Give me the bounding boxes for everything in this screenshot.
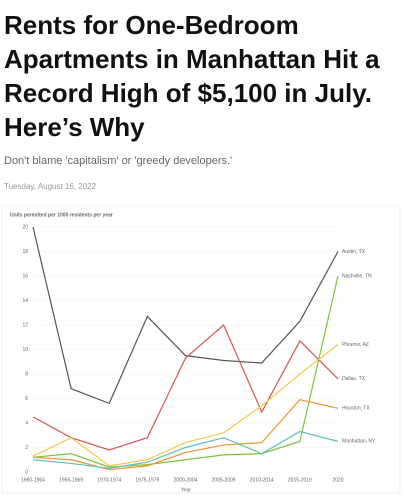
series-label: Nashville, TN (342, 273, 372, 279)
series-line (32, 344, 339, 467)
chart: Units permitted per 1000 residents per y… (1, 205, 401, 494)
series-label: Manhattan, NY (342, 439, 376, 445)
y-tick-label: 14 (22, 298, 28, 304)
article-subtitle: Don't blame 'capitalism' or 'greedy deve… (4, 155, 233, 167)
series-label: Austin, TX (342, 249, 366, 255)
x-tick-label: 1960-1964 (21, 477, 45, 483)
article-title: Rents for One-Bedroom Apartments in Manh… (4, 10, 380, 142)
article-date: Tuesday, August 16, 2022 (4, 182, 97, 191)
y-tick-label: 4 (25, 420, 28, 426)
y-tick-label: 8 (25, 371, 28, 377)
series-line (32, 324, 339, 451)
y-tick-label: 18 (22, 249, 28, 255)
x-tick-label: 2000-2004 (174, 477, 198, 483)
y-tick-label: 6 (25, 396, 28, 402)
series-line (32, 226, 339, 405)
y-tick-label: 10 (22, 347, 28, 353)
series-label: Houston, TX (342, 406, 370, 412)
y-tick-label: 2 (25, 445, 28, 451)
y-tick-label: 20 (22, 224, 28, 230)
x-tick-label: 2005-2009 (212, 477, 236, 483)
y-axis-label: Units permitted per 1000 residents per y… (10, 212, 113, 218)
x-tick-label: 2020 (332, 477, 343, 483)
x-tick-label: 1965-1969 (59, 477, 83, 483)
y-tick-label: 16 (22, 273, 28, 279)
y-tick-label: 0 (25, 469, 28, 475)
x-axis-label: Year (181, 487, 191, 493)
x-tick-label: 2015-2019 (288, 477, 312, 483)
series-line (32, 275, 339, 468)
series-label: Dallas, TX (342, 376, 366, 382)
x-tick-label: 2010-2014 (250, 477, 274, 483)
y-tick-label: 12 (22, 322, 28, 328)
series-line (32, 399, 339, 471)
chart-frame (1, 205, 401, 494)
series-label: Phoenix, AZ (342, 342, 369, 348)
series-line (32, 430, 339, 469)
x-tick-label: 1975-1979 (135, 477, 159, 483)
x-tick-label: 1970-1974 (97, 477, 121, 483)
